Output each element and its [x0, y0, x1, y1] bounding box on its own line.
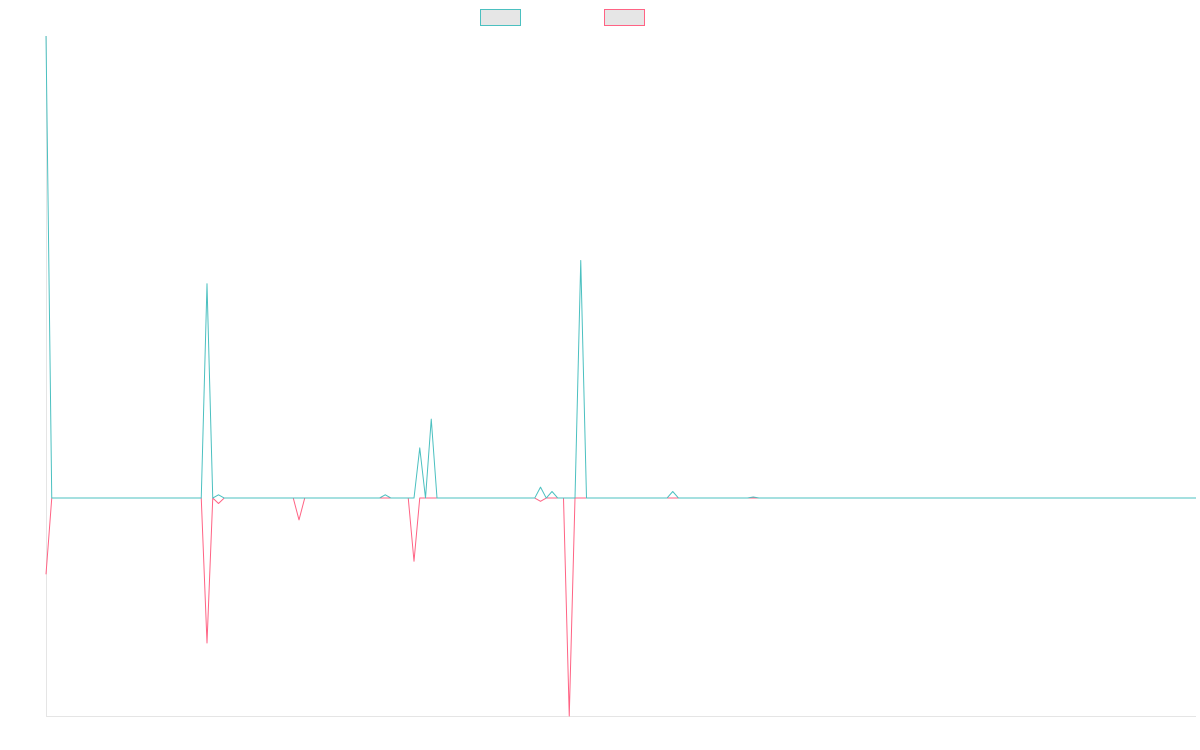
- legend-item-series-2[interactable]: [604, 9, 645, 26]
- legend-swatch-series-2: [604, 9, 645, 26]
- series-line-2: [45, 497, 1196, 717]
- legend: [480, 9, 645, 26]
- plot-area: [45, 35, 1196, 717]
- legend-swatch-series-1: [480, 9, 521, 26]
- series-layer: [45, 35, 1196, 717]
- series-line-1: [45, 35, 1196, 499]
- legend-item-series-1[interactable]: [480, 9, 521, 26]
